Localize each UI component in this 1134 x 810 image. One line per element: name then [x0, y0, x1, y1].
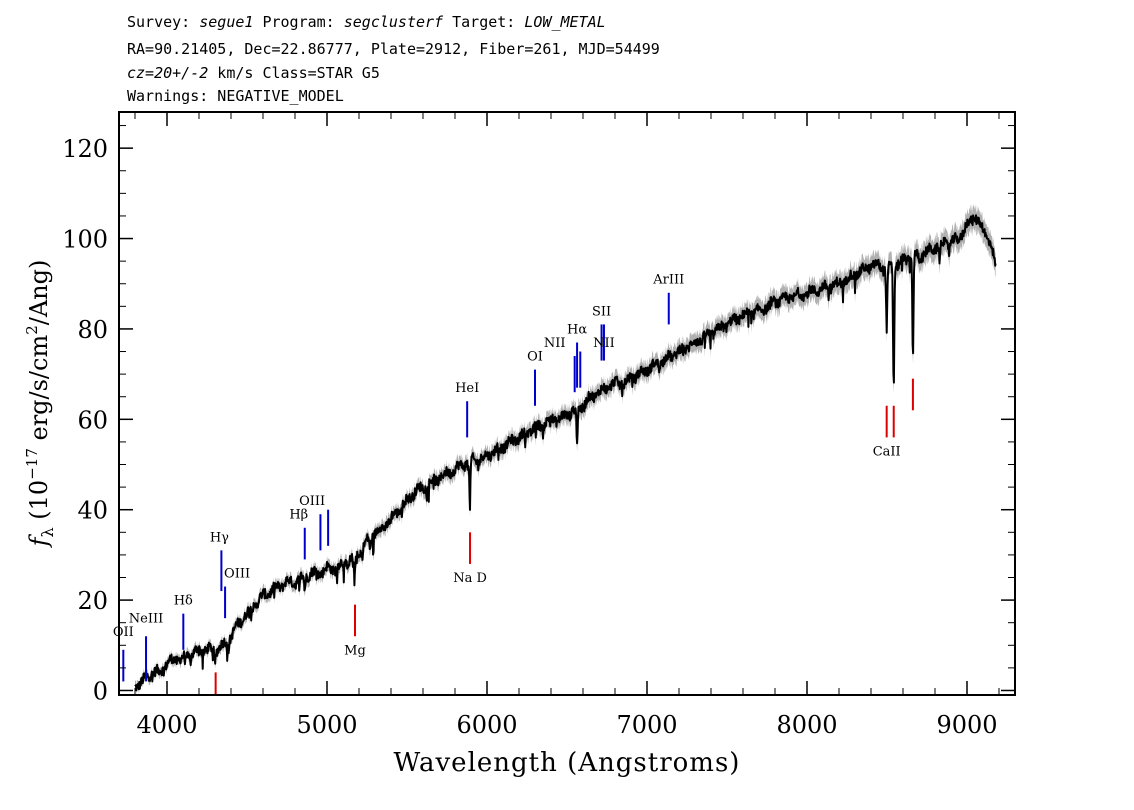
- line-marker-label: OIII: [224, 566, 250, 581]
- line-marker-label: NII: [593, 336, 615, 351]
- header-line-2: RA=90.21405, Dec=22.86777, Plate=2912, F…: [127, 40, 660, 58]
- line-marker-label: SII: [592, 304, 611, 319]
- y-tick-label: 20: [77, 587, 108, 615]
- line-marker-label: OIII: [299, 494, 325, 509]
- line-marker-label: Mg: [344, 643, 366, 658]
- y-tick-label: 60: [77, 406, 108, 434]
- y-tick-label: 120: [62, 135, 108, 163]
- program-value: segclusterf: [343, 13, 444, 31]
- x-tick-label: 9000: [936, 711, 997, 739]
- header-line-1: Survey: segue1 Program: segclusterf Targ…: [127, 13, 606, 31]
- y-axis-title: fλ (10−17 erg/s/cm2/Ang): [23, 260, 57, 549]
- line-marker-label: OI: [527, 350, 543, 365]
- line-marker-label: Hγ: [210, 530, 229, 545]
- line-marker-label: Na D: [453, 571, 487, 586]
- x-tick-label: 6000: [456, 711, 517, 739]
- y-tick-label: 100: [62, 226, 108, 254]
- header-line-4: Warnings: NEGATIVE_MODEL: [127, 87, 344, 105]
- y-tick-label: 0: [93, 677, 108, 705]
- target-label: Target:: [443, 13, 525, 31]
- line-marker-label: NII: [544, 336, 566, 351]
- program-label: Program:: [253, 13, 344, 31]
- redshift-value: cz=20+/-2: [127, 64, 209, 82]
- target-value: LOW_METAL: [524, 13, 606, 31]
- line-marker-label: Hα: [567, 322, 587, 337]
- line-marker-label: HeI: [455, 381, 479, 396]
- survey-value: segue1: [199, 13, 254, 31]
- line-marker-label: Hβ: [289, 508, 308, 523]
- plot-frame: [118, 111, 1016, 696]
- line-marker-label: NeIII: [129, 612, 163, 627]
- line-marker-label: Hδ: [174, 594, 193, 609]
- x-tick-label: 4000: [136, 711, 197, 739]
- x-tick-label: 5000: [296, 711, 357, 739]
- line-markers: OIINeIIIHδHγOIIIHβOIIIHeIOINIIHαSIINIIAr…: [113, 273, 914, 695]
- error-band: [135, 203, 996, 695]
- line-marker-label: OII: [113, 625, 134, 640]
- y-tick-label: 80: [77, 316, 108, 344]
- axis-ticks: 4000 5000 6000 7000 8000 9000 0 20 40 60 80 100 120: [62, 112, 1015, 739]
- class-value: km/s Class=STAR G5: [208, 64, 380, 82]
- line-marker-label: CaII: [873, 444, 901, 459]
- line-marker-label: ArIII: [652, 273, 684, 288]
- spectrum-series: [134, 214, 997, 692]
- y-tick-label: 40: [77, 497, 108, 525]
- error-band-area: [135, 203, 996, 695]
- x-tick-label: 7000: [616, 711, 677, 739]
- header-line-3: cz=20+/-2 km/s Class=STAR G5: [127, 64, 380, 82]
- survey-label: Survey:: [127, 13, 200, 31]
- x-tick-label: 8000: [776, 711, 837, 739]
- spectrum-line: [134, 214, 997, 692]
- x-axis-title: Wavelength (Angstroms): [394, 748, 741, 778]
